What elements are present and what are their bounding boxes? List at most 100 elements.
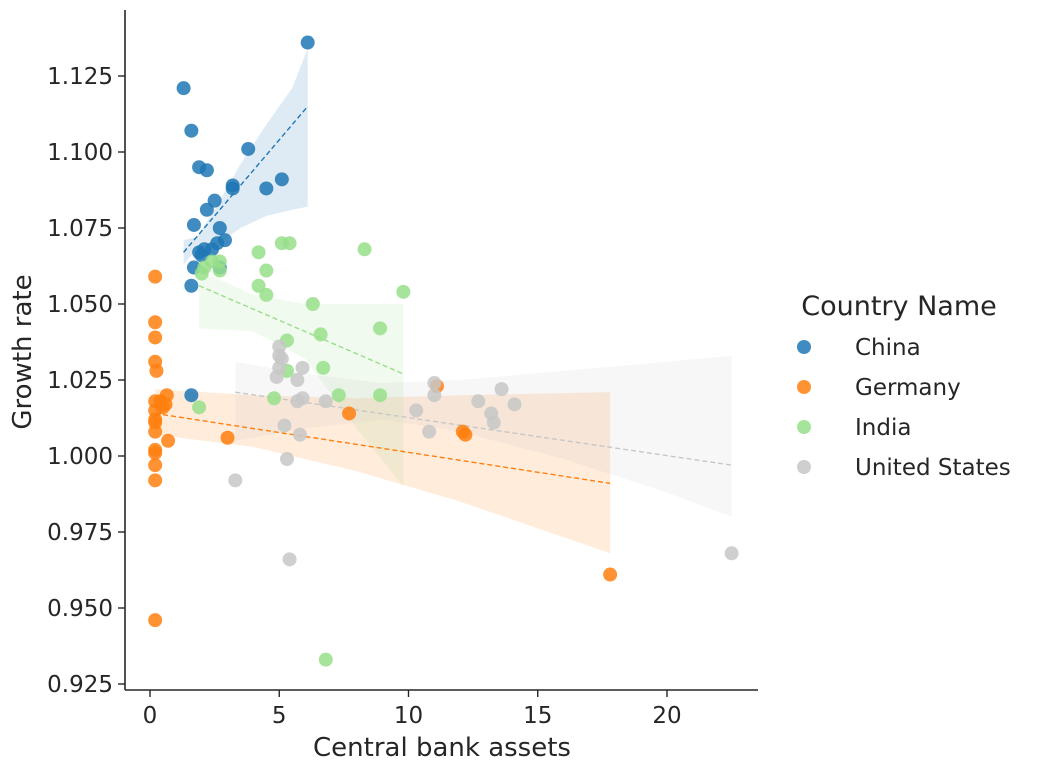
x-axis-title: Central bank assets [313,733,571,763]
y-tick-label-0: 0.925 [47,672,113,698]
data-point-2-13 [305,297,320,311]
data-point-0-6 [207,193,222,208]
data-point-2-1 [282,236,297,251]
x-tick-label-0: 0 [143,703,158,729]
data-point-2-22 [192,400,207,415]
regression-line-1 [155,412,611,485]
data-points [148,35,739,667]
data-point-1-13 [148,473,163,488]
data-point-0-21 [184,278,199,293]
legend-title: Country Name [801,291,997,322]
data-point-2-21 [267,391,282,406]
data-point-2-12 [396,284,411,299]
data-point-3-19 [507,397,522,412]
data-point-3-18 [471,394,486,409]
legend-marker-1 [797,380,811,394]
ci-band-1 [155,389,611,554]
ci-band-0 [183,48,308,265]
data-point-1-4 [149,363,164,378]
legend-label-0: China [855,335,921,361]
data-point-3-24 [724,546,739,561]
data-point-3-4 [295,360,310,375]
data-point-1-12 [148,458,163,473]
y-tick-label-4: 1.025 [47,368,113,394]
data-point-1-21 [342,406,357,421]
data-point-1-25 [603,567,618,582]
x-tick-label-3: 15 [523,703,552,729]
x-tick-label-2: 10 [394,703,423,729]
y-tick-label-5: 1.050 [47,292,113,318]
data-point-3-9 [318,394,333,409]
data-point-2-9 [259,263,274,278]
regression-line-2 [198,285,404,375]
legend-label-2: India [855,415,911,441]
legend-label-3: United States [855,455,1011,481]
data-point-3-12 [280,452,295,467]
data-point-2-3 [251,245,266,260]
data-point-1-14 [148,613,163,628]
data-point-3-6 [290,373,305,387]
x-tick-label-1: 5 [272,703,287,729]
ci-band-3 [235,355,732,517]
data-point-2-15 [313,327,328,342]
y-tick-label-7: 1.100 [47,140,113,166]
data-point-0-5 [300,35,315,50]
regression-lines [155,105,732,485]
data-point-2-7 [194,266,209,281]
data-point-3-10 [277,418,292,433]
data-point-2-20 [331,388,346,403]
data-point-1-1 [148,315,163,330]
data-point-3-5 [269,369,284,384]
data-point-3-11 [292,427,307,442]
data-point-0-10 [259,181,274,196]
y-tick-label-2: 0.975 [47,520,113,546]
data-point-0-12 [186,217,201,232]
data-point-0-11 [274,172,289,187]
data-point-1-19 [161,433,176,448]
data-point-0-1 [184,123,199,138]
data-point-0-22 [184,388,199,403]
data-point-3-14 [282,552,297,567]
data-point-1-18 [158,397,173,412]
y-tick-label-3: 1.000 [47,444,113,470]
data-point-1-11 [148,445,163,460]
legend-marker-3 [797,460,811,474]
legend: Country Name China Germany India United Sta… [797,291,1011,481]
data-point-2-11 [259,287,274,302]
x-tick-label-4: 20 [652,703,681,729]
legend-label-1: Germany [855,375,961,401]
data-point-2-17 [316,360,331,375]
data-point-1-24 [458,427,473,442]
data-point-1-0 [148,269,163,284]
data-point-0-4 [241,141,256,156]
data-point-2-14 [373,321,388,336]
data-point-1-2 [148,330,163,345]
data-point-3-17 [427,388,442,403]
legend-marker-2 [797,420,811,434]
data-point-0-19 [194,248,209,263]
confidence-bands [155,48,732,554]
data-point-3-15 [427,376,442,391]
data-point-3-8 [290,394,305,409]
axes: 0 5 10 15 20 0.925 0.950 0.975 1.000 1.025 1.050 1.… [47,10,758,729]
data-point-3-13 [228,473,243,488]
data-point-3-20 [409,403,424,418]
data-point-0-7 [199,202,214,217]
data-point-2-2 [357,242,372,257]
data-point-1-9 [148,424,163,439]
y-axis-title: Growth rate [8,274,38,429]
y-tick-label-1: 0.950 [47,596,113,622]
data-point-2-8 [212,263,227,278]
data-point-1-20 [220,430,235,445]
data-point-2-19 [373,388,388,403]
data-point-3-16 [494,382,509,397]
data-point-0-9 [225,181,240,196]
data-point-0-3 [199,163,214,178]
data-point-0-13 [212,221,227,235]
data-point-3-22 [486,415,501,430]
data-point-0-0 [176,81,191,96]
data-point-2-10 [251,278,266,293]
y-tick-label-6: 1.075 [47,216,113,242]
ci-band-2 [199,270,404,487]
